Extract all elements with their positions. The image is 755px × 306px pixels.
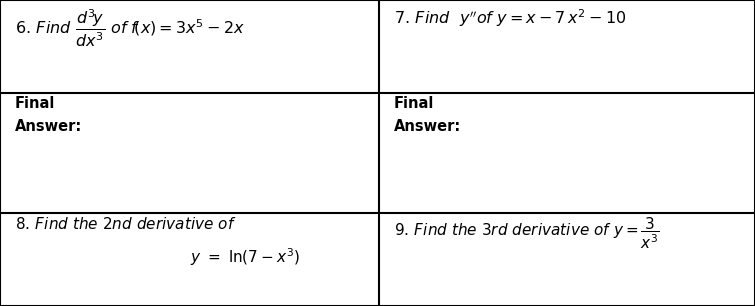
Text: Answer:: Answer: [15, 119, 82, 134]
Text: $\mathit{y\ =\ \ln(7 - x^3)}$: $\mathit{y\ =\ \ln(7 - x^3)}$ [190, 246, 300, 268]
Text: $\mathit{6.\!\ Find\ \dfrac{d^3\!y}{dx^3}\ of\ f\!(x) = 3x^5 - 2x}$: $\mathit{6.\!\ Find\ \dfrac{d^3\!y}{dx^3… [15, 7, 245, 49]
Text: $\mathit{9.\!\ Find\ the\ 3rd\ derivative\ of\ y = \dfrac{3}{x^3}}$: $\mathit{9.\!\ Find\ the\ 3rd\ derivativ… [394, 216, 660, 251]
Text: Answer:: Answer: [394, 119, 461, 134]
Text: Final: Final [394, 96, 434, 111]
Text: $\mathit{8.\!\ Find\ the\ 2nd\ derivative\ of}$: $\mathit{8.\!\ Find\ the\ 2nd\ derivativ… [15, 216, 236, 232]
Text: $\mathit{7.\!\ Find\ \ y''of\ y = x - 7\,x^2 - 10}$: $\mathit{7.\!\ Find\ \ y''of\ y = x - 7\… [394, 7, 627, 29]
Text: Final: Final [15, 96, 55, 111]
